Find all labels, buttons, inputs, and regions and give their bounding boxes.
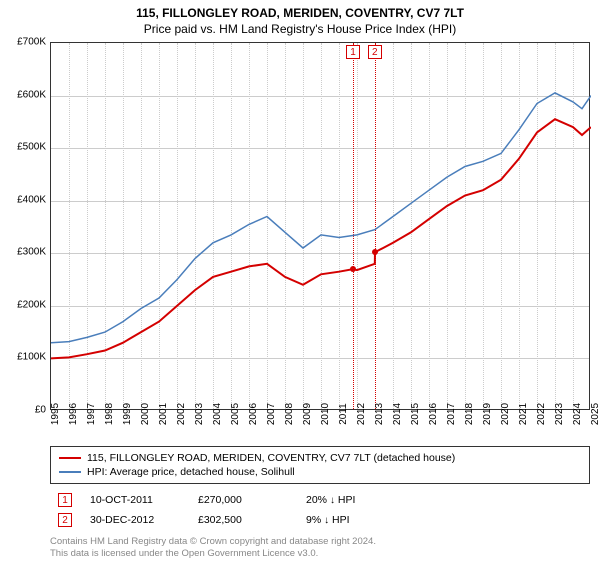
footer-text: Contains HM Land Registry data © Crown c… bbox=[50, 536, 590, 561]
y-tick-label: £400K bbox=[17, 194, 46, 205]
x-tick-label: 2004 bbox=[212, 403, 223, 425]
down-arrow-icon: ↓ bbox=[324, 515, 329, 526]
marker-badge-2: 2 bbox=[58, 513, 72, 527]
x-tick-label: 2001 bbox=[158, 403, 169, 425]
x-tick-label: 1996 bbox=[68, 403, 79, 425]
legend-label-hpi: HPI: Average price, detached house, Soli… bbox=[87, 466, 295, 478]
y-tick-label: £700K bbox=[17, 37, 46, 48]
x-tick-label: 2009 bbox=[302, 403, 313, 425]
marker-dot-2 bbox=[372, 249, 378, 255]
series-property bbox=[51, 119, 591, 358]
y-tick-label: £600K bbox=[17, 89, 46, 100]
marker-row-2: 2 30-DEC-2012 £302,500 9% ↓ HPI bbox=[50, 510, 590, 530]
y-tick-label: £100K bbox=[17, 352, 46, 363]
x-tick-label: 2007 bbox=[266, 403, 277, 425]
chart-container: 115, FILLONGLEY ROAD, MERIDEN, COVENTRY,… bbox=[0, 0, 600, 560]
chart-marker-2: 2 bbox=[368, 45, 382, 59]
line-series bbox=[51, 43, 591, 411]
marker-pct-2: 9% ↓ HPI bbox=[306, 514, 396, 526]
legend-item-property: 115, FILLONGLEY ROAD, MERIDEN, COVENTRY,… bbox=[59, 451, 581, 465]
x-tick-label: 2019 bbox=[482, 403, 493, 425]
down-arrow-icon: ↓ bbox=[330, 495, 335, 506]
x-tick-label: 2017 bbox=[446, 403, 457, 425]
legend-label-property: 115, FILLONGLEY ROAD, MERIDEN, COVENTRY,… bbox=[87, 452, 455, 464]
x-tick-label: 2020 bbox=[500, 403, 511, 425]
marker-date-1: 10-OCT-2011 bbox=[90, 494, 180, 506]
y-tick-label: £0 bbox=[35, 405, 46, 416]
x-tick-label: 2000 bbox=[140, 403, 151, 425]
x-tick-label: 2002 bbox=[176, 403, 187, 425]
x-tick-label: 2015 bbox=[410, 403, 421, 425]
legend-item-hpi: HPI: Average price, detached house, Soli… bbox=[59, 465, 581, 479]
marker-dot-1 bbox=[350, 266, 356, 272]
x-tick-label: 2014 bbox=[392, 403, 403, 425]
x-tick-label: 2022 bbox=[536, 403, 547, 425]
x-tick-label: 2003 bbox=[194, 403, 205, 425]
x-tick-label: 2006 bbox=[248, 403, 259, 425]
x-tick-label: 2005 bbox=[230, 403, 241, 425]
y-tick-label: £300K bbox=[17, 247, 46, 258]
chart-area: 12 £0£100K£200K£300K£400K£500K£600K£700K… bbox=[50, 42, 590, 410]
plot-area: 12 bbox=[50, 42, 590, 410]
x-tick-label: 2023 bbox=[554, 403, 565, 425]
legend-swatch-property bbox=[59, 457, 81, 459]
y-tick-label: £200K bbox=[17, 299, 46, 310]
legend-area: 115, FILLONGLEY ROAD, MERIDEN, COVENTRY,… bbox=[50, 446, 590, 561]
x-tick-label: 2018 bbox=[464, 403, 475, 425]
x-tick-label: 2021 bbox=[518, 403, 529, 425]
legend-box: 115, FILLONGLEY ROAD, MERIDEN, COVENTRY,… bbox=[50, 446, 590, 484]
chart-title: 115, FILLONGLEY ROAD, MERIDEN, COVENTRY,… bbox=[0, 0, 600, 20]
marker-table: 1 10-OCT-2011 £270,000 20% ↓ HPI 2 30-DE… bbox=[50, 490, 590, 530]
x-tick-label: 2025 bbox=[590, 403, 600, 425]
chart-marker-1: 1 bbox=[346, 45, 360, 59]
x-tick-label: 1997 bbox=[86, 403, 97, 425]
x-tick-label: 2008 bbox=[284, 403, 295, 425]
x-tick-label: 2010 bbox=[320, 403, 331, 425]
marker-pct-1: 20% ↓ HPI bbox=[306, 494, 396, 506]
x-tick-label: 1995 bbox=[50, 403, 61, 425]
x-tick-label: 2024 bbox=[572, 403, 583, 425]
x-tick-label: 2013 bbox=[374, 403, 385, 425]
footer-line2: This data is licensed under the Open Gov… bbox=[50, 548, 590, 560]
marker-price-1: £270,000 bbox=[198, 494, 288, 506]
y-tick-label: £500K bbox=[17, 142, 46, 153]
marker-price-2: £302,500 bbox=[198, 514, 288, 526]
chart-subtitle: Price paid vs. HM Land Registry's House … bbox=[0, 20, 600, 40]
x-tick-label: 2016 bbox=[428, 403, 439, 425]
marker-badge-1: 1 bbox=[58, 493, 72, 507]
series-hpi bbox=[51, 93, 591, 343]
x-tick-label: 1999 bbox=[122, 403, 133, 425]
footer-line1: Contains HM Land Registry data © Crown c… bbox=[50, 536, 590, 548]
marker-date-2: 30-DEC-2012 bbox=[90, 514, 180, 526]
x-tick-label: 2012 bbox=[356, 403, 367, 425]
x-tick-label: 1998 bbox=[104, 403, 115, 425]
marker-row-1: 1 10-OCT-2011 £270,000 20% ↓ HPI bbox=[50, 490, 590, 510]
legend-swatch-hpi bbox=[59, 471, 81, 473]
x-tick-label: 2011 bbox=[338, 403, 349, 425]
